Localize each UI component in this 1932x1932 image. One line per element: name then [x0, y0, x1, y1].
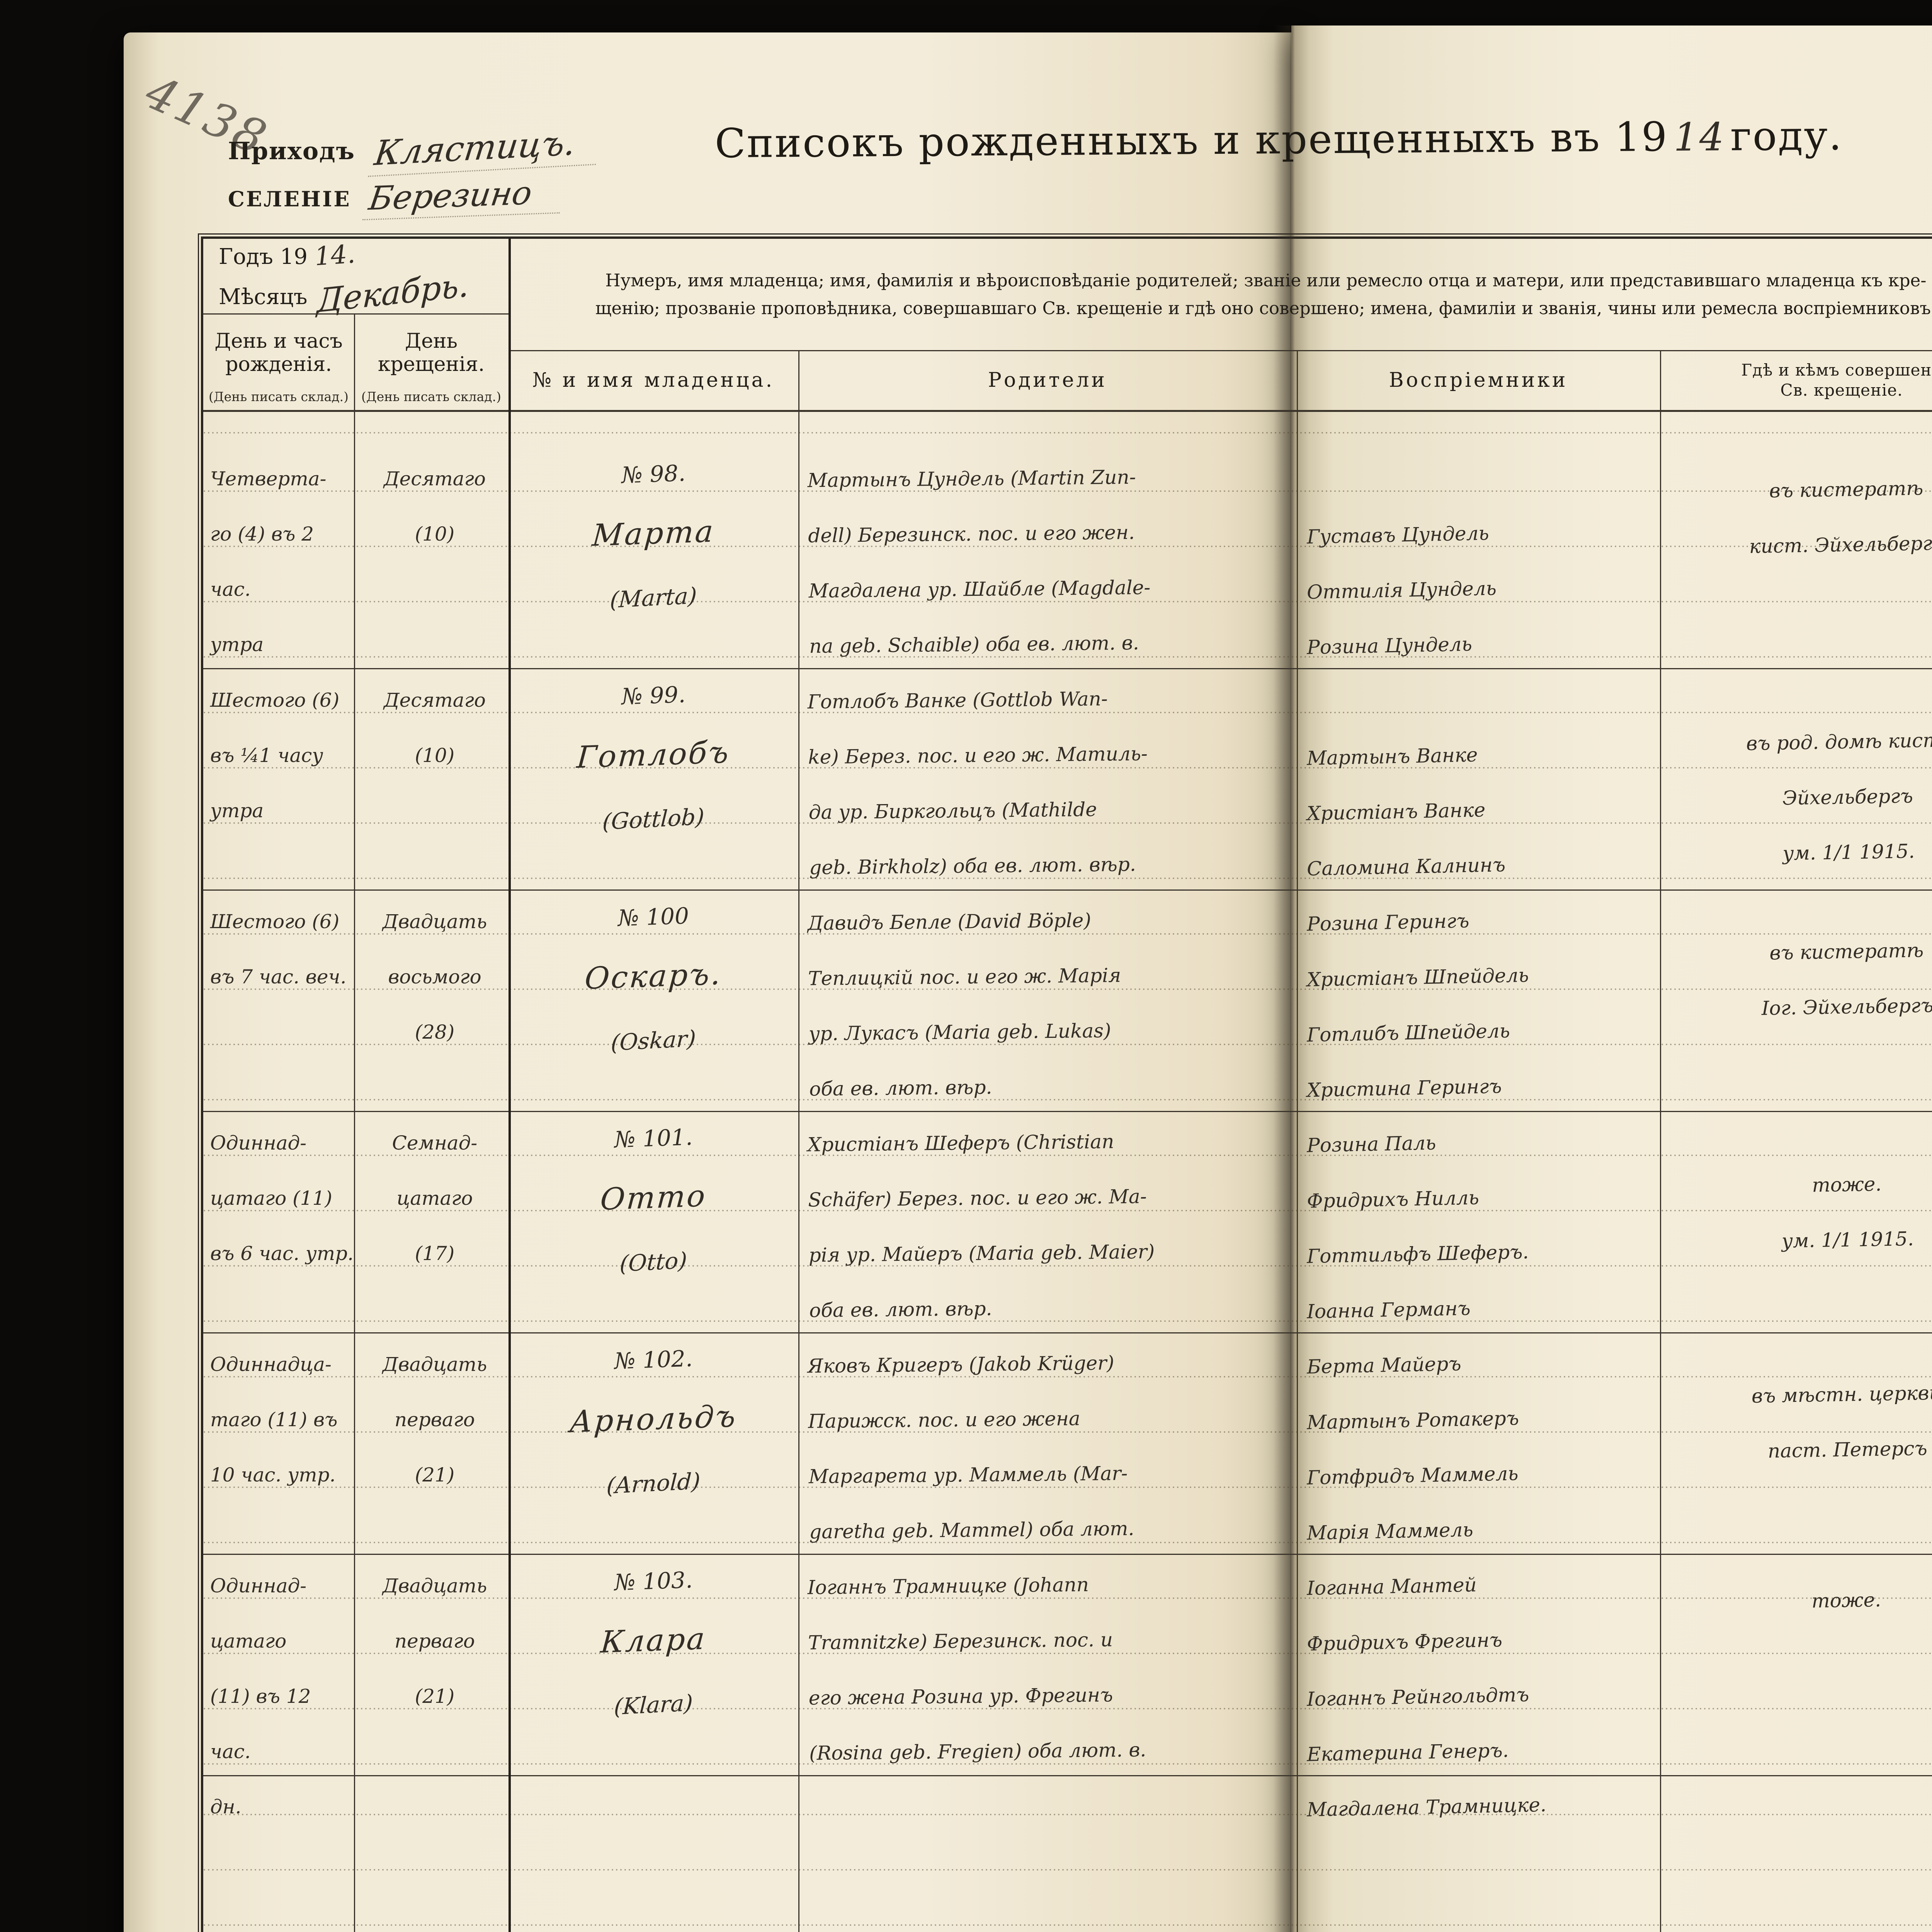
birth-date: Шестого (6) въ 7 час. веч. — [210, 910, 347, 988]
birth-date: Одиннадца- таго (11) въ 10 час. утр. — [210, 1353, 338, 1486]
description-line-1: Нумеръ, имя младенца; имя, фамилія и вѣр… — [605, 270, 1927, 291]
godparents: Фридрихъ Фрегинъ Іоганнъ Рейнгольдтъ Екате… — [1306, 1628, 1547, 1821]
baptism-place: въ мѣстн. церкви паст. Петерсъ — [1751, 1381, 1932, 1463]
grid-line — [203, 668, 1932, 669]
baptism-column-note: (День писать склад.) — [361, 389, 501, 404]
col-parents-header: Родители — [988, 368, 1107, 392]
birth-column-title: День и часъ рожденія. — [214, 329, 343, 376]
parents: Іоганнъ Трамницке (Johann Tramnitzke) Бе… — [807, 1573, 1146, 1765]
month-value-handwritten: Декабрь. — [316, 265, 470, 320]
grid-line — [798, 350, 799, 1932]
ruled-lines — [203, 1775, 1932, 1932]
grid-line — [203, 1775, 1932, 1776]
birth-date: Одиннад- цатаго (11) въ 6 час. утр. — [210, 1132, 354, 1265]
grid-line — [203, 1554, 1932, 1555]
ruled-lines — [203, 1332, 1932, 1554]
ruled-lines — [203, 668, 1932, 889]
page-title: Списокъ рожденныхъ и крещенныхъ въ 19 14 г… — [714, 112, 1843, 167]
year-month-cell: Годъ 19 14. Мѣсяцъ Декабрь. — [203, 239, 509, 320]
register-table: Годъ 19 14. Мѣсяцъ Декабрь. День и часъ … — [198, 233, 1932, 1932]
baptism-column-header: День крещенія. (День писать склад.) — [354, 313, 509, 410]
godparents: Густавъ Цундель Оттилія Цундель Розина Цун… — [1306, 522, 1497, 659]
grid-line — [203, 410, 1932, 412]
grid-line — [354, 313, 355, 1932]
baptism-date: Десятаго (10) — [384, 468, 486, 545]
grid-line — [1297, 350, 1298, 1932]
birth-date: Одиннад- цатаго (11) въ 12 час. дн. — [210, 1575, 311, 1818]
birth-column-header: День и часъ рожденія. (День писать склад… — [203, 313, 354, 410]
col-place-header: Гдѣ и кѣмъ совершено Св. крещеніе. — [1741, 360, 1932, 400]
baptism-place: въ кистератѣ Іог. Эйхельбергъ — [1761, 939, 1932, 1020]
title-year-handwritten: 14 — [1673, 114, 1725, 160]
grid-line — [203, 1111, 1932, 1112]
baptism-date: Двадцать перваго (21) — [382, 1353, 487, 1486]
godparents: Мартынъ Ротакеръ Готфридъ Маммель Марія Ма… — [1306, 1407, 1519, 1600]
description-line-2: щенію; прозваніе проповѣдника, совершавш… — [595, 298, 1932, 318]
grid-line — [203, 889, 1932, 891]
parents: Яковъ Кригеръ (Jakob Krüger) Парижск. по… — [807, 1352, 1134, 1543]
godparents: Фридрихъ Нилль Готтильфъ Шеферъ. Іоанна Ге… — [1306, 1186, 1529, 1378]
baptism-date: Двадцать восьмого (28) — [382, 910, 487, 1043]
ruled-lines — [203, 1111, 1932, 1332]
baptism-place: тоже. — [1811, 1588, 1881, 1612]
baptism-date: Десятаго (10) — [384, 689, 486, 767]
baptism-date: Двадцать перваго (21) — [382, 1575, 487, 1708]
godparents: Христіанъ Шпейдель Готлибъ Шпейдель Христи… — [1306, 964, 1529, 1157]
child-number-name: № 98. Марта (Marta) — [591, 460, 716, 614]
baptism-column-title: День крещенія. — [378, 329, 485, 376]
parents: Давидъ Бепле (David Böple) Теплицкій пос… — [807, 909, 1121, 1100]
month-label: Мѣсяцъ — [219, 284, 308, 310]
child-number-name: № 101. Отто (Otto) — [599, 1124, 708, 1277]
ruled-lines — [203, 420, 1932, 447]
ruled-lines — [203, 447, 1932, 668]
grid-line — [509, 350, 1932, 351]
ruled-lines — [203, 889, 1932, 1111]
birth-date: Шестого (6) въ ¼1 часу утра — [210, 689, 340, 822]
child-number-name: № 99. Готлобъ (Gottlob) — [575, 681, 731, 835]
parish-label: Приходъ — [228, 137, 355, 165]
baptism-date: Семнад- цатаго (17) — [392, 1132, 478, 1265]
birth-column-note: (День писать склад.) — [209, 389, 349, 404]
child-number-name: № 103. Клара (Klara) — [599, 1566, 707, 1720]
parish-block: Приходъ Клястицъ. СЕЛЕНІЕ Березино — [228, 121, 601, 221]
col-godparents-header: Воспріемники — [1389, 368, 1568, 392]
parents: Христіанъ Шеферъ (Christian Schäfer) Бер… — [807, 1130, 1155, 1322]
year-value-handwritten: 14. — [313, 239, 356, 272]
col-number-name-header: № и имя младенца. — [532, 368, 775, 392]
village-label: СЕЛЕНІЕ — [228, 187, 351, 211]
baptism-place: въ род. домѣ кист. Эйхельбергъ ум. 1/1 1… — [1746, 729, 1932, 865]
baptism-place: въ кистератѣ кист. Эйхельбергъ — [1749, 477, 1932, 558]
village-value-handwritten: Березино — [362, 172, 565, 221]
title-suffix: году. — [1730, 112, 1843, 160]
parents: Мартынъ Цундель (Martin Zun- dell) Берез… — [807, 466, 1151, 658]
ruled-lines — [203, 1554, 1932, 1775]
grid-line — [509, 239, 511, 1932]
title-prefix: Списокъ рожденныхъ и крещенныхъ въ 19 — [714, 113, 1668, 167]
godparents: Мартынъ Ванке Христіанъ Ванке Саломина Кал… — [1306, 743, 1506, 935]
grid-line — [1660, 350, 1661, 1932]
parents: Готлобъ Ванке (Gottlob Wan- ke) Берез. п… — [807, 687, 1148, 879]
grid-line — [203, 313, 509, 315]
parish-value-handwritten: Клястицъ. — [368, 121, 601, 177]
birth-date: Четверта- го (4) въ 2 час. утра — [210, 468, 327, 656]
table-description: Нумеръ, имя младенца; имя, фамилія и вѣр… — [509, 239, 1932, 350]
child-number-name: № 100 Оскаръ. (Oskar) — [583, 902, 723, 1056]
grid-line — [203, 1332, 1932, 1333]
child-number-name: № 102. Арнольдъ (Arnold) — [568, 1345, 738, 1499]
baptism-place: тоже. ум. 1/1 1915. — [1781, 1173, 1914, 1252]
year-label: Годъ 19 — [219, 244, 308, 269]
